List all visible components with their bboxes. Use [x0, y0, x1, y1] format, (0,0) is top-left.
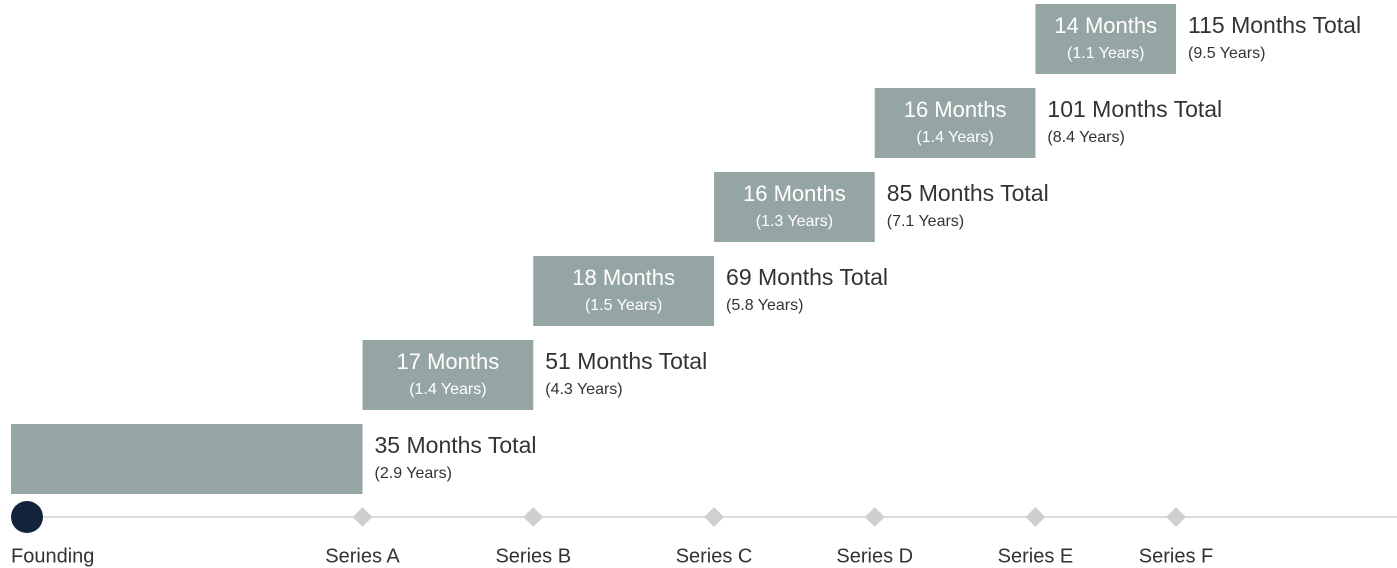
total-months-label: 115 Months Total — [1188, 12, 1361, 38]
milestone-label: Series C — [676, 545, 753, 567]
total-months-label: 35 Months Total — [375, 432, 537, 458]
milestone-marker — [1166, 507, 1186, 527]
milestone-label: Founding — [11, 545, 94, 567]
total-months-label: 69 Months Total — [726, 264, 888, 290]
total-months-label: 85 Months Total — [887, 180, 1049, 206]
stage-months-label: 17 Months — [397, 349, 500, 374]
stage-bar — [533, 256, 715, 326]
stage-years-label: (1.4 Years) — [916, 129, 993, 146]
milestone-marker — [864, 507, 885, 527]
founding-marker — [11, 501, 43, 533]
milestone-marker — [1025, 507, 1046, 527]
stage-bar — [11, 424, 363, 494]
total-years-label: (2.9 Years) — [375, 465, 452, 482]
milestone-label: Series D — [836, 545, 913, 567]
stage-bar — [714, 172, 875, 242]
stage-months-label: 14 Months — [1054, 13, 1157, 38]
stage-years-label: (1.1 Years) — [1067, 45, 1144, 62]
total-years-label: (4.3 Years) — [545, 381, 622, 398]
stage-months-label: 18 Months — [572, 265, 675, 290]
stage-bar — [874, 88, 1036, 158]
stage-months-label: 16 Months — [904, 97, 1007, 122]
total-years-label: (9.5 Years) — [1188, 45, 1265, 62]
stage-years-label: (1.5 Years) — [585, 297, 662, 314]
total-years-label: (8.4 Years) — [1047, 129, 1124, 146]
stage-months-label: 16 Months — [743, 181, 846, 206]
milestone-marker — [704, 507, 724, 527]
total-years-label: (7.1 Years) — [887, 213, 964, 230]
milestone-label: Series F — [1139, 545, 1213, 567]
milestone-marker — [352, 507, 373, 527]
stage-bar — [1035, 4, 1177, 74]
milestone-marker — [523, 507, 544, 527]
milestone-label: Series E — [998, 545, 1074, 567]
milestone-label: Series B — [495, 545, 571, 567]
stage-bar — [362, 340, 534, 410]
stage-years-label: (1.3 Years) — [756, 213, 833, 230]
stage-years-label: (1.4 Years) — [409, 381, 486, 398]
total-months-label: 51 Months Total — [545, 348, 707, 374]
milestone-label: Series A — [325, 545, 400, 567]
total-months-label: 101 Months Total — [1047, 96, 1222, 122]
total-years-label: (5.8 Years) — [726, 297, 803, 314]
